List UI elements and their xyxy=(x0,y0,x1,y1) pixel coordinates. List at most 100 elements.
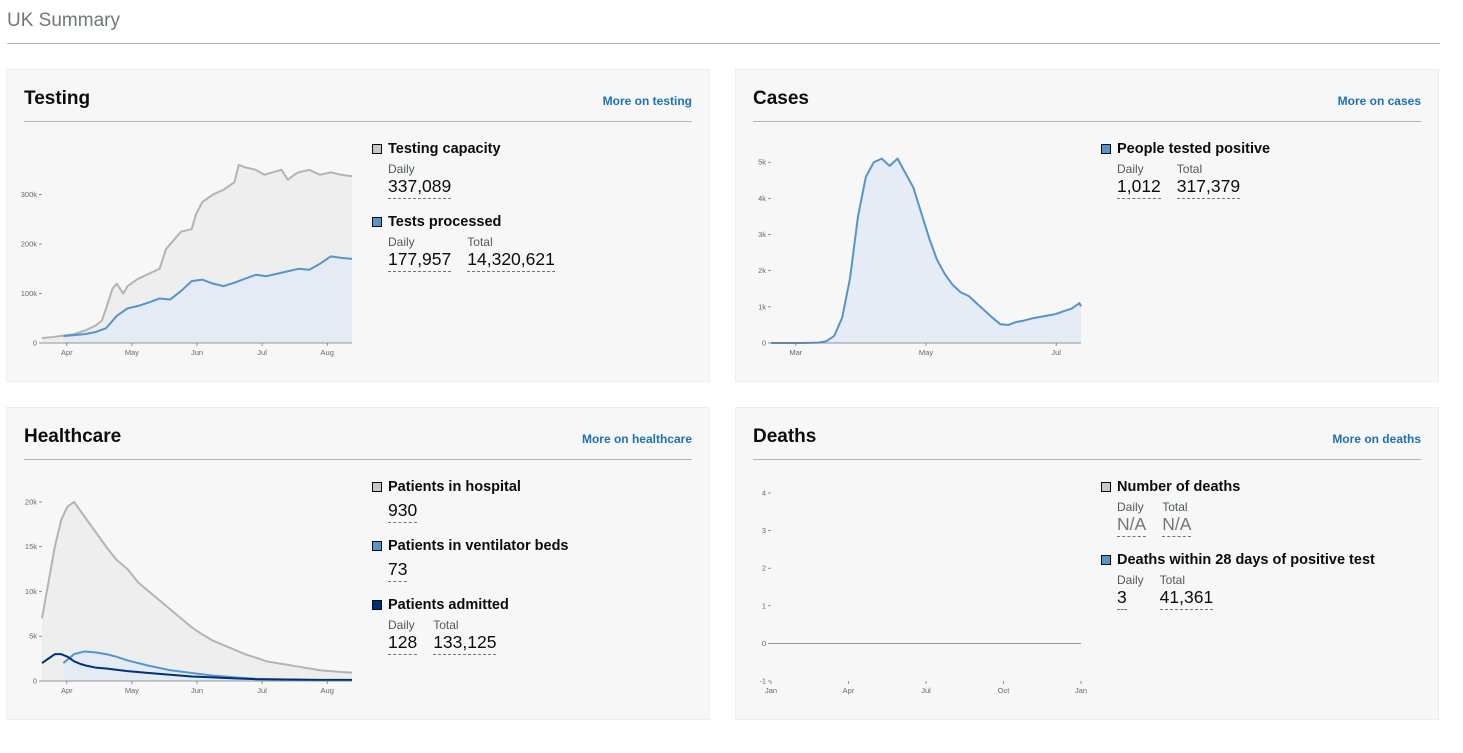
card-header: Cases More on cases xyxy=(753,88,1421,122)
metric-name: Patients admitted xyxy=(388,597,509,613)
metric-patients-in-hospital: Patients in hospital 930 xyxy=(372,478,702,523)
deaths-chart: -1 0 1 2 3 4 Jan Apr Jul Oct Jan xyxy=(759,489,1087,696)
x-tick-label: Apr xyxy=(843,686,855,695)
metric-values: 930 xyxy=(372,500,702,523)
card-title: Healthcare xyxy=(24,426,122,447)
metric-value[interactable]: 930 xyxy=(388,500,418,523)
card-title: Deaths xyxy=(753,426,817,447)
metric-value[interactable]: 41,361 xyxy=(1159,587,1214,610)
series-line-patients-admitted xyxy=(41,653,353,681)
metric-value[interactable]: 337,089 xyxy=(388,176,452,199)
more-on-cases-link[interactable]: More on cases xyxy=(1337,94,1421,108)
series-line-patients-in-hospital xyxy=(41,500,353,674)
series-line-testing-capacity xyxy=(41,163,353,340)
metric-value[interactable]: 133,125 xyxy=(433,632,497,655)
metric-value[interactable]: N/A xyxy=(1117,514,1147,537)
metric-name: Tests processed xyxy=(388,214,502,230)
metric-value[interactable]: 1,012 xyxy=(1117,176,1161,199)
y-tick-label: 10k xyxy=(25,587,37,596)
x-tick-label: Aug xyxy=(321,348,334,357)
y-tick-label: 5k xyxy=(758,158,766,167)
metric-value[interactable]: 3 xyxy=(1117,587,1127,610)
metric-value-label: Daily xyxy=(1117,500,1144,514)
healthcare-metrics: Patients in hospital 930 Patients in venti… xyxy=(372,478,702,669)
x-tick-label: May xyxy=(125,348,139,357)
metric-people-tested-positive: People tested positive Daily 1,012 Total 317… xyxy=(1101,140,1431,199)
y-tick-label: 4 xyxy=(762,489,766,498)
metric-value[interactable]: 128 xyxy=(388,632,418,655)
testing-card: Testing More on testing 0 100k 200k 300k Apr… xyxy=(6,69,710,382)
legend-swatch xyxy=(1101,144,1111,154)
more-on-healthcare-link[interactable]: More on healthcare xyxy=(581,432,692,446)
legend-swatch xyxy=(1101,482,1111,492)
y-tick-label: 0 xyxy=(762,639,766,648)
metric-name: Patients in hospital xyxy=(388,479,521,495)
metric-value-label: Daily xyxy=(1117,573,1144,587)
metric-testing-capacity: Testing capacity Daily 337,089 xyxy=(372,140,702,199)
metric-patients-in-ventilator-beds: Patients in ventilator beds 73 xyxy=(372,537,702,582)
metric-tests-processed: Tests processed Daily 177,957 Total 14,320,6… xyxy=(372,213,702,272)
metric-value[interactable]: 14,320,621 xyxy=(467,249,555,272)
metric-name: People tested positive xyxy=(1117,141,1271,157)
y-tick-label: 1 xyxy=(762,601,766,610)
cases-card: Cases More on cases 0 1k 2k 3k 4k 5k Mar May Jul… xyxy=(735,69,1439,382)
metric-number-of-deaths: Number of deaths Daily N/A Total N/A xyxy=(1101,478,1431,537)
metric-header: Number of deaths xyxy=(1101,478,1431,496)
metric-value[interactable]: 73 xyxy=(388,559,408,582)
metric-value-group: Daily N/A xyxy=(1117,500,1147,537)
metric-value-group: Daily 1,012 xyxy=(1117,162,1161,199)
title-divider xyxy=(7,43,1440,44)
legend-swatch xyxy=(372,482,382,492)
y-tick-label: 20k xyxy=(25,497,37,506)
metric-value[interactable]: 177,957 xyxy=(388,249,452,272)
y-tick-label: -1 xyxy=(759,677,766,686)
y-tick-label: 100k xyxy=(21,289,38,298)
metric-header: People tested positive xyxy=(1101,140,1431,158)
x-tick-label: Mar xyxy=(789,348,802,357)
y-tick-label: 0 xyxy=(33,677,37,686)
x-tick-label: Jan xyxy=(1075,686,1087,695)
more-on-testing-link[interactable]: More on testing xyxy=(602,94,692,108)
metric-patients-admitted: Patients admitted Daily 128 Total 133,125 xyxy=(372,596,702,655)
y-tick-label: 200k xyxy=(21,240,38,249)
deaths-card: Deaths More on deaths -1 0 1 2 3 4 Jan Apr Jul Oc… xyxy=(735,407,1439,720)
metric-value-group: Total 14,320,621 xyxy=(467,235,555,272)
metric-name: Testing capacity xyxy=(388,141,501,157)
metric-value-group: Total N/A xyxy=(1162,500,1192,537)
x-tick-label: Jul xyxy=(921,686,931,695)
metric-header: Patients in hospital xyxy=(372,478,702,496)
more-on-deaths-link[interactable]: More on deaths xyxy=(1332,432,1421,446)
y-tick-label: 0 xyxy=(762,339,766,348)
metric-value-label: Daily xyxy=(388,162,415,176)
legend-swatch xyxy=(372,144,382,154)
metric-header: Patients in ventilator beds xyxy=(372,537,702,555)
metric-header: Tests processed xyxy=(372,213,702,231)
metric-value[interactable]: 317,379 xyxy=(1176,176,1241,199)
metric-header: Deaths within 28 days of positive test xyxy=(1101,551,1431,569)
legend-swatch xyxy=(372,600,382,610)
metric-value-label: Daily xyxy=(388,618,415,632)
deaths-metrics: Number of deaths Daily N/A Total N/A Deaths w… xyxy=(1101,478,1431,624)
metric-value[interactable]: N/A xyxy=(1162,514,1192,537)
y-tick-label: 1k xyxy=(758,302,766,311)
metric-value-group: 930 xyxy=(388,500,418,523)
metric-values: Daily 128 Total 133,125 xyxy=(372,618,702,655)
metric-value-group: Total 133,125 xyxy=(433,618,497,655)
card-header: Deaths More on deaths xyxy=(753,426,1421,460)
metric-value-group: Daily 3 xyxy=(1117,573,1144,610)
metric-value-group: 73 xyxy=(388,559,408,582)
y-tick-label: 3k xyxy=(758,230,766,239)
metric-name: Number of deaths xyxy=(1117,479,1241,495)
x-tick-label: Oct xyxy=(998,686,1011,695)
y-tick-label: 2k xyxy=(758,266,766,275)
legend-swatch xyxy=(1101,555,1111,565)
metric-values: Daily N/A Total N/A xyxy=(1101,500,1431,537)
x-tick-label: Apr xyxy=(61,348,73,357)
x-tick-label: Jun xyxy=(191,686,203,695)
series-area-patients-in-hospital xyxy=(42,501,352,681)
x-tick-label: Jun xyxy=(191,348,203,357)
metric-name: Deaths within 28 days of positive test xyxy=(1117,552,1375,568)
metric-values: Daily 177,957 Total 14,320,621 xyxy=(372,235,702,272)
y-tick-label: 300k xyxy=(21,190,38,199)
card-header: Testing More on testing xyxy=(24,88,692,122)
